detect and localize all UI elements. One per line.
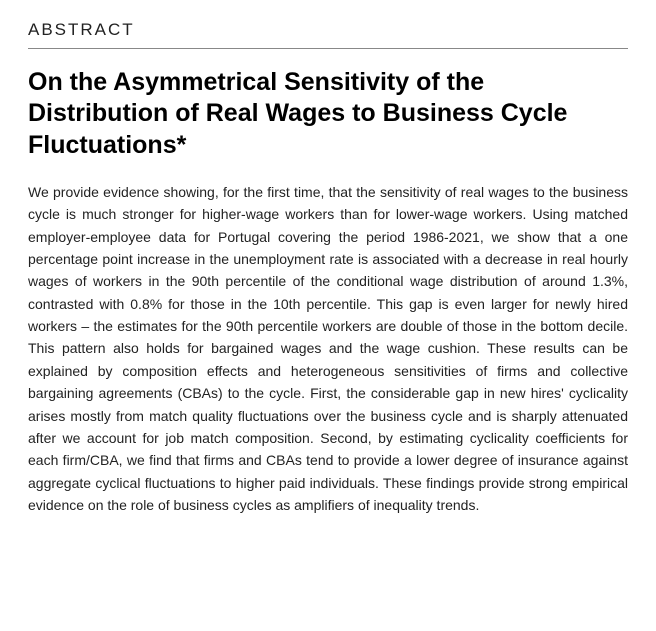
abstract-text: We provide evidence showing, for the fir…: [28, 181, 628, 517]
section-divider: [28, 48, 628, 49]
paper-title: On the Asymmetrical Sensitivity of the D…: [28, 67, 628, 161]
section-label: ABSTRACT: [28, 20, 628, 40]
